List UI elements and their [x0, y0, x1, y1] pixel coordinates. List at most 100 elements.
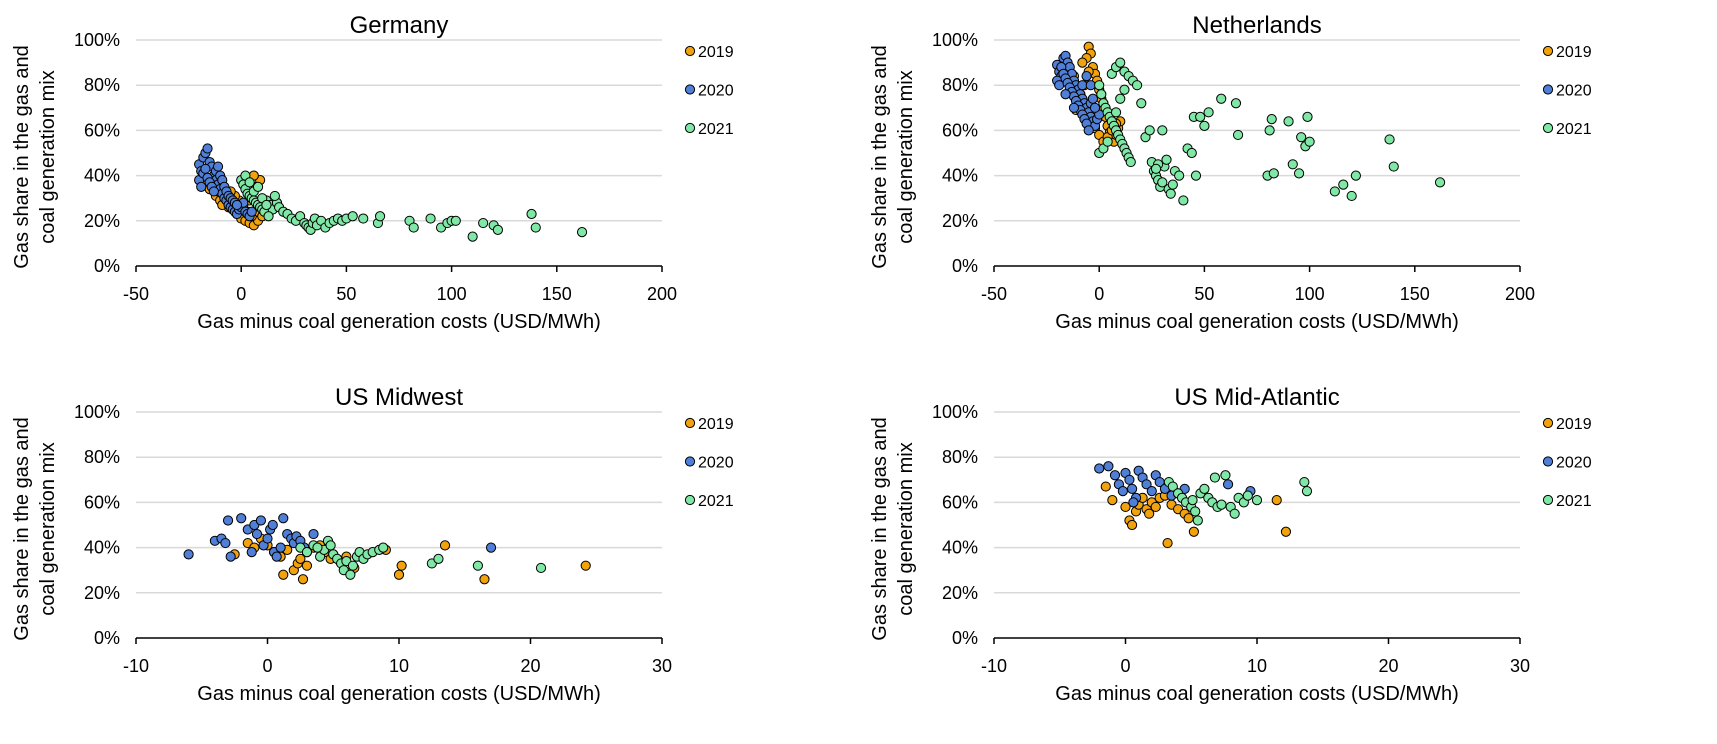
data-point [269, 190, 280, 202]
data-point [439, 540, 451, 551]
data-point [1188, 526, 1199, 537]
data-point [1302, 111, 1313, 122]
data-point [1190, 506, 1201, 517]
y-tick-label: 20% [942, 583, 978, 603]
data-point [236, 513, 247, 524]
data-point [1120, 501, 1131, 513]
legend-item: 2021 [1542, 493, 1592, 510]
y-tick-label: 20% [942, 211, 978, 231]
y-axis-title: coal generation mix [895, 70, 917, 243]
data-point [1085, 80, 1096, 91]
data-point [396, 560, 407, 571]
legend-label: 2021 [698, 493, 734, 510]
x-tick-label: -10 [123, 656, 149, 676]
y-tick-label: 0% [94, 628, 120, 648]
data-point [196, 181, 207, 192]
data-point [1150, 501, 1161, 513]
legend-marker [684, 417, 696, 429]
x-tick-label: 10 [389, 656, 409, 676]
data-point [1229, 508, 1240, 519]
data-point [1087, 93, 1098, 104]
legend-marker [684, 84, 696, 95]
data-point [576, 227, 588, 238]
data-point [1096, 89, 1107, 100]
data-point [1077, 80, 1088, 91]
chart-panel-us-mid-atlantic: US Mid-Atlantic 0% 20% 40% 60% 80% 100% -10 0 10 2… [858, 372, 1716, 744]
x-tick-label: 100 [437, 284, 467, 304]
legend-item: 2020 [1542, 83, 1592, 100]
y-tick-label: 100% [74, 30, 120, 50]
series-2019 [229, 533, 591, 585]
y-tick-label: 80% [84, 75, 120, 95]
data-point [1110, 107, 1122, 118]
legend-label: 2020 [1556, 83, 1592, 100]
legend-item: 2020 [684, 455, 734, 472]
series-2019 [1100, 481, 1292, 549]
data-point [271, 551, 282, 562]
data-point [1350, 170, 1361, 181]
data-point [433, 553, 444, 564]
legend-marker [1542, 122, 1554, 134]
legend-label: 2019 [698, 44, 734, 61]
data-point [262, 533, 273, 544]
data-point [580, 560, 591, 571]
data-point [1107, 495, 1118, 506]
data-point [526, 208, 537, 220]
data-point [425, 213, 436, 224]
y-axis-title: coal generation mix [37, 442, 59, 615]
y-tick-label: 80% [942, 75, 978, 95]
data-point [347, 560, 359, 571]
legend-item: 2019 [1542, 416, 1592, 433]
legend-label: 2020 [698, 83, 734, 100]
legend-item: 2019 [684, 44, 734, 61]
x-tick-label: -10 [981, 656, 1007, 676]
x-tick-label: -50 [123, 284, 149, 304]
legend-item: 2020 [684, 83, 734, 100]
data-point [1100, 481, 1111, 492]
data-point [1222, 479, 1234, 490]
data-point [246, 547, 257, 558]
y-tick-label: 0% [94, 256, 120, 276]
x-axis-title: Gas minus coal generation costs (USD/MWh… [197, 311, 600, 333]
data-point [1283, 116, 1294, 127]
data-point [1280, 526, 1292, 537]
data-point [1268, 168, 1279, 179]
data-point [220, 537, 231, 549]
data-point [1103, 461, 1114, 472]
chart-title: Germany [350, 12, 449, 39]
data-point [472, 560, 483, 571]
data-point [261, 199, 272, 211]
x-tick-label: 50 [1194, 284, 1214, 304]
data-point [1338, 179, 1349, 190]
legend-label: 2020 [1556, 455, 1592, 472]
x-tick-label: 50 [336, 284, 356, 304]
data-point [347, 211, 358, 222]
data-point [485, 542, 497, 553]
x-tick-label: 20 [1378, 656, 1398, 676]
data-point [231, 199, 243, 211]
data-point [1346, 190, 1357, 202]
data-point [246, 206, 257, 217]
series-2020 [194, 143, 257, 222]
chart-panel-us-midwest: US Midwest 0% 20% 40% 60% 80% 100% -10 0 10 20 30 Ga… [0, 372, 858, 744]
x-tick-label: -50 [981, 284, 1007, 304]
series-2020 [183, 513, 497, 562]
legend-item: 2019 [1542, 44, 1592, 61]
x-tick-label: 0 [236, 284, 246, 304]
data-point [450, 215, 461, 226]
data-point [1109, 470, 1121, 481]
scatter-chart: Netherlands 0% 20% 40% 60% 80% 100% -50 0 50 100 15… [869, 12, 1592, 333]
y-tick-label: 100% [932, 402, 978, 422]
data-point [1119, 84, 1130, 95]
data-point [408, 222, 419, 233]
data-point [208, 186, 219, 197]
data-point [1296, 132, 1307, 143]
x-tick-label: 150 [542, 284, 572, 304]
series-2021 [1163, 470, 1313, 526]
data-point [535, 562, 547, 574]
x-tick-label: 0 [1120, 656, 1130, 676]
scatter-chart: US Midwest 0% 20% 40% 60% 80% 100% -10 0 10 20 30 Ga… [11, 384, 734, 705]
data-point [325, 540, 336, 551]
data-point [467, 231, 478, 242]
data-point [301, 547, 313, 558]
